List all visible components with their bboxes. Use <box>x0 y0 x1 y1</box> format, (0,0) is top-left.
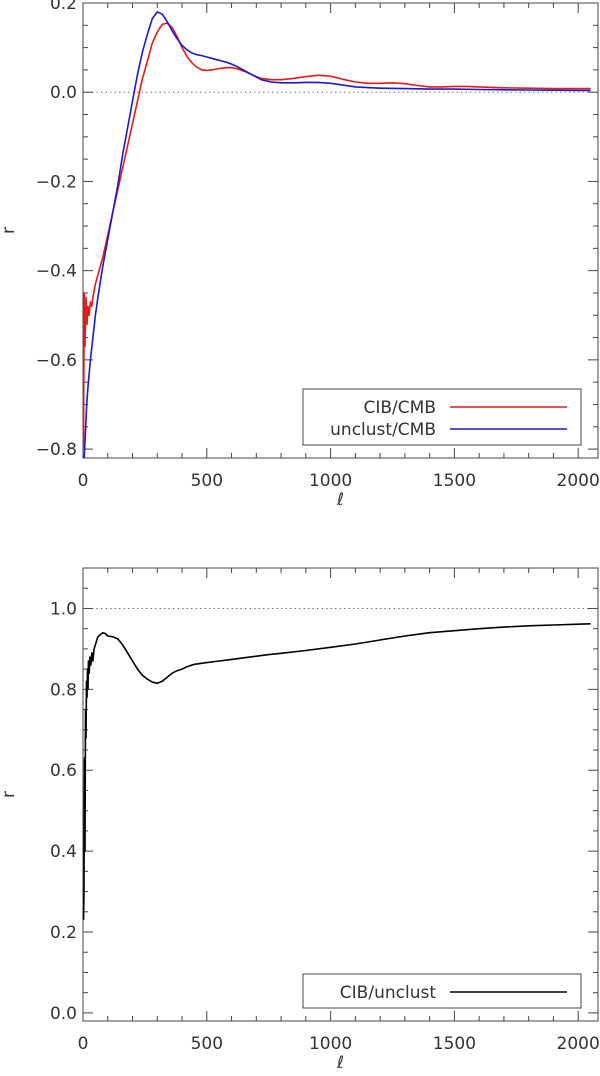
legend-box <box>302 388 582 446</box>
y-tick-label: 1.0 <box>50 599 77 619</box>
y-tick-label: −0.6 <box>36 351 77 371</box>
x-tick-label: 2000 <box>557 471 600 491</box>
plot-frame <box>82 567 599 1022</box>
plot-frame <box>82 2 599 459</box>
y-axis-label: r <box>0 791 19 798</box>
legend-label: CIB/unclust <box>340 983 437 1003</box>
y-tick-label: −0.4 <box>36 262 77 282</box>
x-tick-label: 1500 <box>433 471 476 491</box>
y-tick-label: 0.0 <box>50 83 77 103</box>
x-tick-label: 500 <box>191 471 223 491</box>
x-axis-label: ℓ <box>336 1053 344 1073</box>
x-tick-label: 0 <box>78 1034 89 1054</box>
x-axis-label: ℓ <box>336 490 344 510</box>
y-tick-label: −0.8 <box>36 440 77 460</box>
series-line-cib-unclust <box>82 623 591 920</box>
legend: CIB/unclust <box>302 973 582 1009</box>
x-tick-label: 0 <box>78 471 89 491</box>
x-tick-label: 2000 <box>557 1034 600 1054</box>
y-tick-label: 0.4 <box>50 842 77 862</box>
y-tick-label: 0.8 <box>50 680 77 700</box>
legend-label: unclust/CMB <box>330 420 436 440</box>
x-tick-label: 1000 <box>309 471 352 491</box>
y-tick-label: 0.6 <box>50 761 77 781</box>
x-tick-label: 1000 <box>309 1034 352 1054</box>
panel-top: 0 500 1000 1500 2000 −0.8 −0.6 −0.4 −0.2 0.0 0.2 ℓ r… <box>0 0 600 510</box>
x-tick-label: 500 <box>191 1034 223 1054</box>
series-line-cib-cmb <box>82 22 591 450</box>
y-tick-label: 0.2 <box>50 0 77 14</box>
legend-label: CIB/CMB <box>364 398 436 418</box>
y-tick-label: 0.2 <box>50 923 77 943</box>
y-axis-label: r <box>0 227 19 234</box>
y-tick-label: −0.2 <box>36 172 77 192</box>
y-tick-label: 0.0 <box>50 1004 77 1024</box>
series-line-unclust-cmb <box>83 11 591 459</box>
panel-bottom: 0 500 1000 1500 2000 0.0 0.2 0.4 0.6 0.8 1.0 ℓ r CIB/… <box>0 567 600 1073</box>
legend-box <box>302 973 582 1009</box>
x-tick-label: 1500 <box>433 1034 476 1054</box>
